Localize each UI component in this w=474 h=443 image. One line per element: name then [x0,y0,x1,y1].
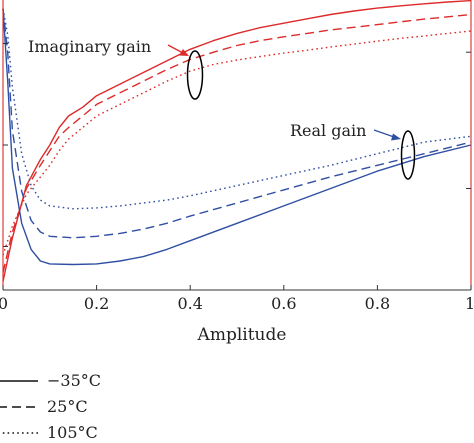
legend-label-dashed: 25°C [47,397,88,416]
legend: −35°C 25°C 105°C [0,371,101,442]
x-tick-label: 0.4 [177,294,202,313]
imaginary-gain-ellipse [186,50,204,100]
x-tick-label: 0.2 [84,294,109,313]
axes: 0 0.2 0.4 0.6 0.8 1 [0,0,474,313]
legend-label-dotted: 105°C [47,423,98,442]
x-tick-label: 0.8 [365,294,390,313]
imaginary-gain-line-solid [2,0,472,282]
imaginary-gain-line-dashed [2,13,472,273]
imaginary-gain-label: Imaginary gain [28,37,151,56]
x-tick-label: 0.6 [271,294,296,313]
real-gain-label: Real gain [290,121,366,140]
x-tick-label: 0 [0,294,8,313]
real-gain-arrow-line [373,129,395,138]
imaginary-gain-arrow-line [167,44,184,54]
imaginary-gain-line-dotted [2,30,472,256]
imaginary-gain-arrow-head [179,49,189,56]
legend-label-solid: −35°C [47,371,101,390]
x-axis-label: Amplitude [197,325,287,345]
real-gain-ellipse [400,130,416,180]
real-gain-line-solid [2,8,472,266]
real-gain-arrow-head [391,133,401,141]
annotations: Imaginary gain Real gain [28,37,416,180]
plot-background [3,0,471,290]
plot-area [3,0,471,290]
x-tick-label: 1 [465,294,474,313]
series-lines [2,0,472,282]
real-gain-line-dashed [2,8,472,239]
